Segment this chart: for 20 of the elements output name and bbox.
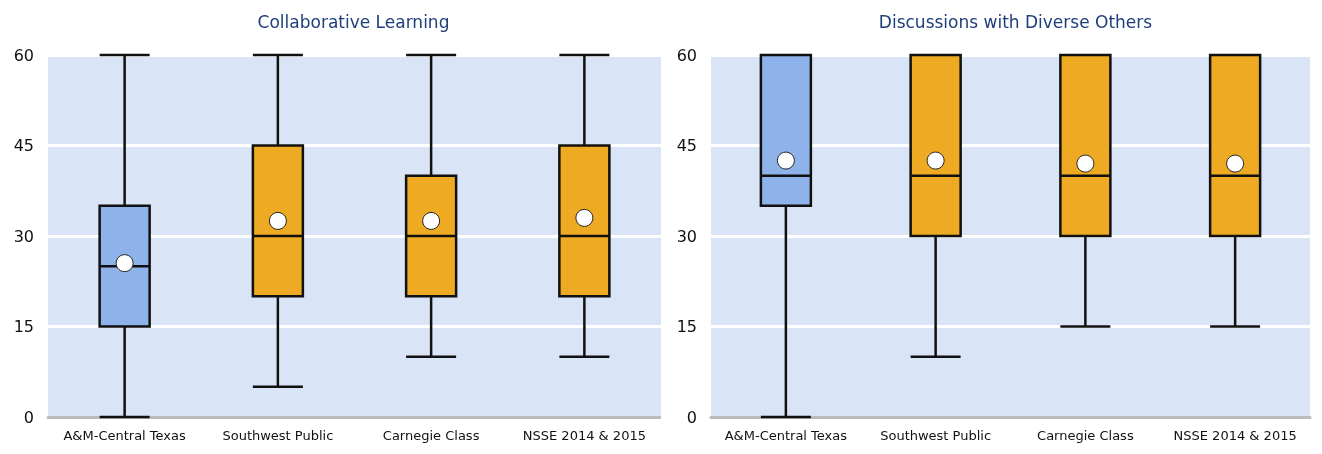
y-tick-label: 0 (23, 407, 34, 427)
y-tick-label: 45 (676, 136, 697, 155)
y-tick-label: 30 (676, 226, 697, 246)
x-tick-label: NSSE 2014 & 2015 (522, 428, 646, 443)
x-tick-label: Carnegie Class (1037, 428, 1134, 443)
x-tick-label: A&M-Central Texas (63, 428, 187, 443)
x-tick-label: A&M-Central Texas (724, 428, 848, 443)
y-tick-label: 15 (676, 317, 697, 336)
chart-title: Collaborative Learning (257, 11, 450, 32)
y-tick-label: 15 (13, 317, 34, 336)
y-tick-label: 60 (676, 45, 697, 65)
y-tick-label: 30 (13, 226, 34, 246)
y-tick-label: 0 (686, 407, 697, 427)
x-tick-label: Carnegie Class (382, 428, 480, 443)
y-tick-label: 45 (13, 136, 34, 155)
x-tick-label: Southwest Public (880, 428, 992, 443)
x-tick-label: NSSE 2014 & 2015 (1173, 428, 1297, 443)
x-tick-label: Southwest Public (222, 428, 334, 443)
y-tick-label: 60 (13, 45, 34, 65)
chart-title: Discussions with Diverse Others (878, 11, 1153, 32)
